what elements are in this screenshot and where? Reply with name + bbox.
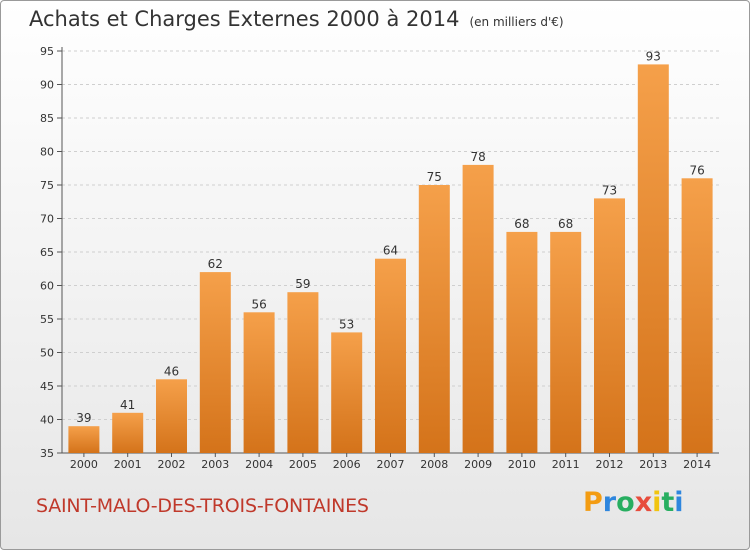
bar-2003 <box>199 272 231 453</box>
y-tick-label: 75 <box>40 179 54 192</box>
y-tick-label: 85 <box>40 112 54 125</box>
y-tick-label: 40 <box>40 414 54 427</box>
y-tick-label: 35 <box>40 447 54 460</box>
bar-2012 <box>594 198 625 453</box>
x-tick-label: 2004 <box>245 458 273 471</box>
bar-2000 <box>68 426 100 453</box>
bar-2001 <box>112 412 144 453</box>
bar-2014 <box>681 178 713 454</box>
data-label: 59 <box>295 277 310 291</box>
chart-title-text: Achats et Charges Externes 2000 à 2014 <box>29 7 460 31</box>
x-tick-label: 2007 <box>377 458 405 471</box>
data-label: 68 <box>558 217 573 231</box>
data-label: 93 <box>646 49 661 63</box>
data-label: 64 <box>383 244 398 258</box>
y-tick-label: 80 <box>40 146 54 159</box>
bar-2006 <box>331 332 363 453</box>
x-tick-label: 2008 <box>420 458 448 471</box>
logo-letter: x <box>634 487 653 518</box>
chart-subtitle: (en milliers d'€) <box>469 15 564 29</box>
x-tick-label: 2003 <box>201 458 229 471</box>
data-label: 41 <box>120 398 135 412</box>
x-tick-label: 2000 <box>70 458 98 471</box>
y-tick-label: 60 <box>40 280 54 293</box>
x-tick-label: 2005 <box>289 458 317 471</box>
bar-2004 <box>243 312 275 453</box>
y-tick-label: 90 <box>40 79 54 92</box>
x-tick-label: 2014 <box>683 458 711 471</box>
x-tick-label: 2001 <box>114 458 142 471</box>
logo-letter: o <box>616 487 635 518</box>
data-label: 46 <box>164 364 179 378</box>
bar-2009 <box>462 164 494 453</box>
commune-name: SAINT-MALO-DES-TROIS-FONTAINES <box>36 495 369 517</box>
bar-2011 <box>550 231 582 453</box>
data-label: 62 <box>208 257 223 271</box>
data-label: 76 <box>689 163 704 177</box>
x-tick-label: 2002 <box>158 458 186 471</box>
bar-2007 <box>375 258 406 453</box>
y-tick-label: 55 <box>40 313 54 326</box>
data-label: 56 <box>251 297 266 311</box>
bar-2002 <box>156 379 187 453</box>
data-label: 75 <box>427 170 442 184</box>
y-tick-label: 65 <box>40 246 54 259</box>
data-label: 68 <box>514 217 529 231</box>
logo-letter: i <box>674 487 684 518</box>
logo-letter: t <box>661 487 675 518</box>
x-tick-label: 2012 <box>596 458 624 471</box>
data-label: 73 <box>602 183 617 197</box>
x-tick-label: 2009 <box>464 458 492 471</box>
bar-2005 <box>287 292 319 453</box>
data-label: 39 <box>76 411 91 425</box>
bar-2013 <box>637 64 669 454</box>
x-tick-label: 2013 <box>639 458 667 471</box>
y-tick-label: 70 <box>40 213 54 226</box>
bar-2008 <box>418 185 450 453</box>
proxiti-logo: Proxiti <box>583 487 684 518</box>
data-label: 53 <box>339 317 354 331</box>
bar-2010 <box>506 231 538 453</box>
x-tick-label: 2006 <box>333 458 361 471</box>
data-label: 78 <box>470 150 485 164</box>
y-tick-label: 50 <box>40 347 54 360</box>
x-tick-label: 2011 <box>552 458 580 471</box>
logo-letter: i <box>652 487 662 518</box>
y-tick-label: 95 <box>40 45 54 58</box>
chart-title: Achats et Charges Externes 2000 à 2014 (e… <box>29 7 564 31</box>
logo-letter: P <box>583 487 603 518</box>
x-tick-label: 2010 <box>508 458 536 471</box>
logo-letter: r <box>602 487 617 518</box>
y-tick-label: 45 <box>40 380 54 393</box>
